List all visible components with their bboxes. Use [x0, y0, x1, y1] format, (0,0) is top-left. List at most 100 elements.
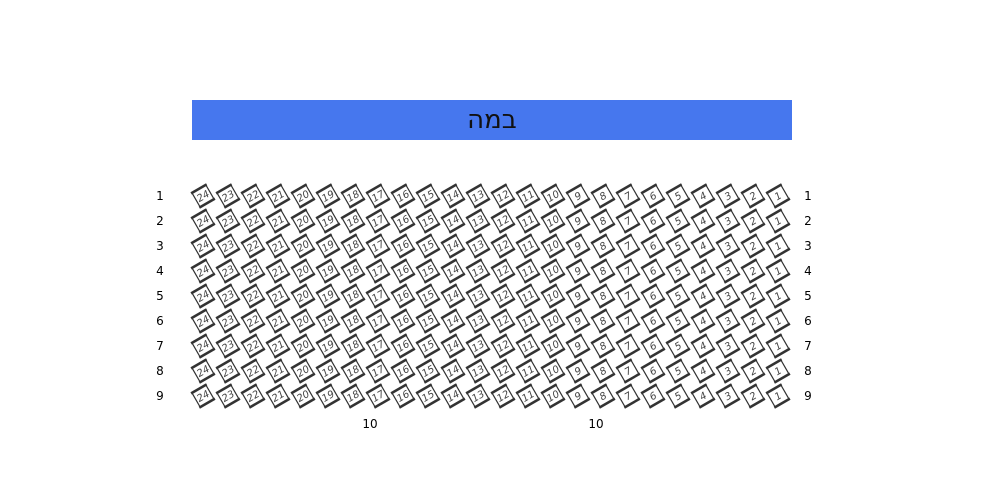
seat[interactable]: 19: [315, 358, 341, 384]
seat[interactable]: 13: [465, 183, 491, 209]
seat[interactable]: 17: [365, 383, 391, 409]
seat[interactable]: 1: [765, 283, 791, 309]
seat[interactable]: 15: [415, 333, 441, 359]
seat[interactable]: 6: [640, 308, 666, 334]
seat[interactable]: 23: [215, 258, 241, 284]
seat[interactable]: 19: [315, 233, 341, 259]
seat[interactable]: 12: [490, 308, 516, 334]
seat[interactable]: 6: [640, 208, 666, 234]
seat[interactable]: 11: [515, 183, 541, 209]
seat[interactable]: 14: [440, 233, 466, 259]
seat[interactable]: 12: [490, 333, 516, 359]
seat[interactable]: 10: [540, 258, 566, 284]
seat[interactable]: 2: [740, 258, 766, 284]
seat[interactable]: 23: [215, 183, 241, 209]
seat[interactable]: 15: [415, 183, 441, 209]
seat[interactable]: 20: [290, 258, 316, 284]
seat[interactable]: 8: [590, 383, 616, 409]
seat[interactable]: 11: [515, 283, 541, 309]
seat[interactable]: 3: [715, 233, 741, 259]
seat[interactable]: 11: [515, 208, 541, 234]
seat[interactable]: 10: [540, 358, 566, 384]
seat[interactable]: 6: [640, 358, 666, 384]
seat[interactable]: 5: [665, 358, 691, 384]
seat[interactable]: 19: [315, 183, 341, 209]
seat[interactable]: 14: [440, 183, 466, 209]
seat[interactable]: 13: [465, 283, 491, 309]
seat[interactable]: 17: [365, 233, 391, 259]
seat[interactable]: 24: [190, 383, 216, 409]
seat[interactable]: 13: [465, 333, 491, 359]
seat[interactable]: 10: [540, 383, 566, 409]
seat[interactable]: 7: [615, 358, 641, 384]
seat[interactable]: 9: [565, 233, 591, 259]
seat[interactable]: 13: [465, 383, 491, 409]
seat[interactable]: 12: [490, 183, 516, 209]
seat[interactable]: 10: [540, 283, 566, 309]
seat[interactable]: 17: [365, 183, 391, 209]
seat[interactable]: 23: [215, 383, 241, 409]
seat[interactable]: 20: [290, 358, 316, 384]
seat[interactable]: 16: [390, 258, 416, 284]
seat[interactable]: 10: [540, 233, 566, 259]
seat[interactable]: 2: [740, 383, 766, 409]
seat[interactable]: 8: [590, 208, 616, 234]
seat[interactable]: 8: [590, 233, 616, 259]
seat[interactable]: 7: [615, 308, 641, 334]
seat[interactable]: 24: [190, 258, 216, 284]
seat[interactable]: 13: [465, 258, 491, 284]
seat[interactable]: 4: [690, 358, 716, 384]
seat[interactable]: 22: [240, 333, 266, 359]
seat[interactable]: 21: [265, 383, 291, 409]
seat[interactable]: 17: [365, 308, 391, 334]
seat[interactable]: 7: [615, 183, 641, 209]
seat[interactable]: 20: [290, 183, 316, 209]
seat[interactable]: 18: [340, 333, 366, 359]
seat[interactable]: 14: [440, 333, 466, 359]
seat[interactable]: 10: [540, 183, 566, 209]
seat[interactable]: 15: [415, 308, 441, 334]
seat[interactable]: 16: [390, 308, 416, 334]
seat[interactable]: 20: [290, 308, 316, 334]
seat[interactable]: 17: [365, 358, 391, 384]
seat[interactable]: 12: [490, 283, 516, 309]
seat[interactable]: 12: [490, 358, 516, 384]
seat[interactable]: 5: [665, 258, 691, 284]
seat[interactable]: 3: [715, 308, 741, 334]
seat[interactable]: 8: [590, 183, 616, 209]
seat[interactable]: 6: [640, 333, 666, 359]
seat[interactable]: 10: [540, 308, 566, 334]
seat[interactable]: 9: [565, 358, 591, 384]
seat[interactable]: 22: [240, 383, 266, 409]
seat[interactable]: 6: [640, 283, 666, 309]
seat[interactable]: 6: [640, 183, 666, 209]
seat[interactable]: 8: [590, 308, 616, 334]
seat[interactable]: 7: [615, 283, 641, 309]
seat[interactable]: 8: [590, 358, 616, 384]
seat[interactable]: 11: [515, 358, 541, 384]
seat[interactable]: 4: [690, 308, 716, 334]
seat[interactable]: 18: [340, 358, 366, 384]
seat[interactable]: 3: [715, 183, 741, 209]
seat[interactable]: 20: [290, 283, 316, 309]
seat[interactable]: 11: [515, 333, 541, 359]
seat[interactable]: 17: [365, 208, 391, 234]
seat[interactable]: 18: [340, 258, 366, 284]
seat[interactable]: 10: [540, 208, 566, 234]
seat[interactable]: 4: [690, 183, 716, 209]
seat[interactable]: 7: [615, 233, 641, 259]
seat[interactable]: 22: [240, 183, 266, 209]
seat[interactable]: 16: [390, 358, 416, 384]
seat[interactable]: 5: [665, 283, 691, 309]
seat[interactable]: 1: [765, 308, 791, 334]
seat[interactable]: 24: [190, 308, 216, 334]
seat[interactable]: 5: [665, 308, 691, 334]
seat[interactable]: 20: [290, 233, 316, 259]
seat[interactable]: 18: [340, 183, 366, 209]
seat[interactable]: 21: [265, 333, 291, 359]
seat[interactable]: 9: [565, 208, 591, 234]
seat[interactable]: 17: [365, 333, 391, 359]
seat[interactable]: 18: [340, 383, 366, 409]
seat[interactable]: 18: [340, 208, 366, 234]
seat[interactable]: 5: [665, 233, 691, 259]
